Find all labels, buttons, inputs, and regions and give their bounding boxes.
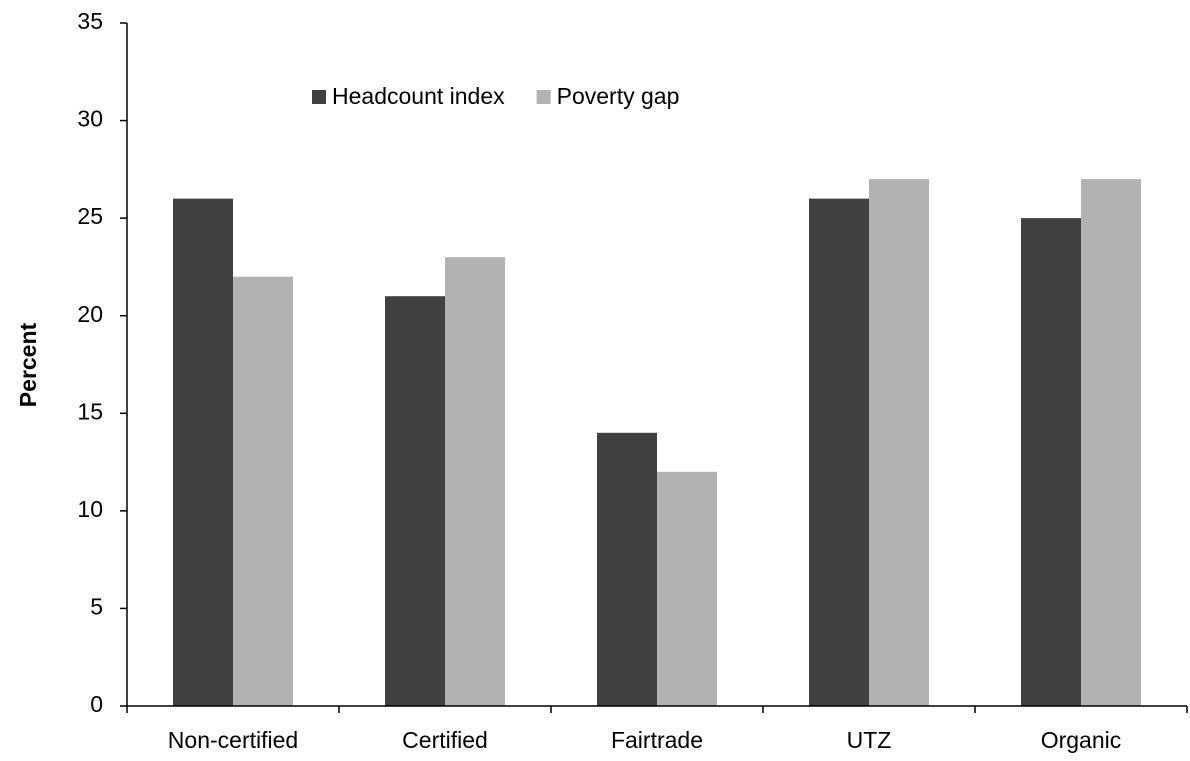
y-axis-label: Percent [15, 322, 41, 407]
y-tick-label: 35 [77, 8, 103, 34]
y-tick-label: 5 [90, 594, 103, 620]
x-tick-label: Fairtrade [611, 727, 703, 753]
y-tick-label: 15 [77, 398, 103, 424]
y-tick-label: 25 [77, 203, 103, 229]
x-tick-label: Certified [402, 727, 488, 753]
legend-swatch [312, 90, 326, 104]
bar [597, 432, 657, 706]
y-tick-label: 30 [77, 106, 103, 132]
y-tick-label: 10 [77, 496, 103, 522]
bar [1081, 179, 1141, 707]
legend-label: Poverty gap [557, 83, 680, 109]
y-tick-label: 20 [77, 301, 103, 327]
legend-swatch [536, 90, 551, 104]
bar [233, 276, 293, 706]
bar [657, 471, 717, 706]
bar [445, 257, 505, 706]
bar [1021, 218, 1081, 706]
x-tick-label: UTZ [847, 727, 892, 753]
y-tick-label: 0 [90, 691, 103, 717]
x-tick-label: Non-certified [168, 727, 298, 753]
legend-label: Headcount index [332, 83, 505, 109]
bar [809, 198, 869, 706]
x-tick-label: Organic [1041, 727, 1122, 753]
bar [173, 198, 233, 706]
bar [869, 179, 929, 707]
bar [385, 296, 445, 706]
